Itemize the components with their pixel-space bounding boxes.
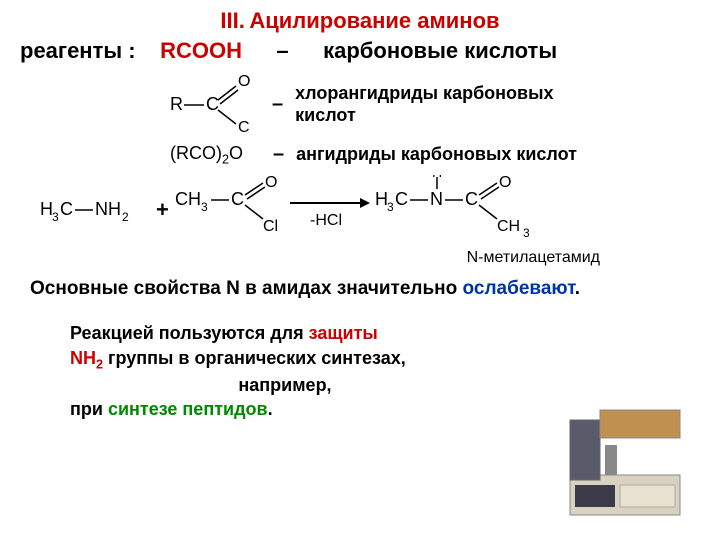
svg-text:O: O bbox=[238, 73, 250, 90]
protect-l1: Реакцией пользуются для защиты bbox=[70, 321, 500, 345]
anhydride-label: ангидриды карбоновых кислот bbox=[296, 144, 577, 166]
acid-chloride-l2: кислот bbox=[295, 105, 553, 127]
reagent-line: реагенты : RCOOH – карбоновые кислоты bbox=[20, 38, 700, 64]
acid-chloride-label: хлорангидриды карбоновых кислот bbox=[295, 83, 553, 126]
plus-sign: + bbox=[156, 197, 169, 223]
protect-block: Реакцией пользуются для защиты NH2 групп… bbox=[70, 321, 500, 421]
svg-text:C: C bbox=[206, 94, 219, 114]
instrument-svg bbox=[560, 400, 690, 520]
svg-text:R: R bbox=[170, 94, 183, 114]
title-line: III. Ацилирование аминов bbox=[20, 8, 700, 34]
svg-text:O: O bbox=[499, 175, 511, 191]
acid-chloride-svg: R C O C bbox=[160, 72, 260, 132]
svg-text:NH: NH bbox=[95, 199, 121, 219]
svg-text:O: O bbox=[265, 175, 277, 191]
svg-text:Cl: Cl bbox=[263, 218, 278, 235]
anhydride-formula: (RCO)2O bbox=[170, 143, 243, 167]
acid-chloride-structure: R C O C bbox=[160, 72, 260, 137]
dash-3: – bbox=[273, 143, 284, 166]
svg-text:C: C bbox=[465, 189, 478, 209]
minus-hcl: -HCl bbox=[310, 212, 342, 229]
instrument-image bbox=[560, 400, 690, 520]
acid-chloride-row: R C O C – хлорангидриды карбоновых кисло… bbox=[20, 72, 700, 137]
svg-text:CH: CH bbox=[497, 218, 520, 235]
reaction-row: H 3 C NH 2 + CH 3 C O Cl -HCl H 3 C N H … bbox=[40, 175, 700, 245]
reagent-dash: – bbox=[276, 38, 288, 63]
protect-l4: при синтезе пептидов. bbox=[70, 397, 500, 421]
protect-l3: например, bbox=[70, 373, 500, 397]
summary-line: Основные свойства N в амидах значительно… bbox=[30, 277, 690, 302]
acetyl-chloride-svg: CH 3 C O Cl bbox=[175, 175, 285, 245]
svg-text:3: 3 bbox=[201, 200, 208, 214]
product-name: N-метилацетамид bbox=[20, 249, 600, 267]
svg-text:3: 3 bbox=[523, 226, 530, 240]
reagent-desc: карбоновые кислоты bbox=[323, 38, 557, 63]
anhydride-row: (RCO)2O – ангидриды карбоновых кислот bbox=[20, 143, 700, 167]
title-text: Ацилирование аминов bbox=[249, 8, 499, 33]
summary-part1: Основные свойства N в амидах значительно bbox=[30, 278, 463, 299]
reagent-label: реагенты : bbox=[20, 38, 136, 63]
title-numeral: III. bbox=[220, 8, 244, 33]
dash-2: – bbox=[272, 93, 283, 116]
svg-text:CH: CH bbox=[175, 189, 201, 209]
svg-text:3: 3 bbox=[387, 200, 394, 214]
methylamine-svg: H 3 C NH 2 bbox=[40, 185, 150, 235]
svg-text:2: 2 bbox=[122, 210, 129, 224]
summary-blue: ослабевают bbox=[463, 278, 575, 299]
svg-text:H: H bbox=[432, 175, 442, 180]
svg-text:N: N bbox=[430, 189, 443, 209]
svg-text:C: C bbox=[231, 189, 244, 209]
reaction-arrow: -HCl bbox=[285, 185, 375, 235]
reagent-formula: RCOOH bbox=[160, 38, 242, 63]
svg-text:3: 3 bbox=[52, 210, 59, 224]
product-svg: H 3 C N H C O CH 3 bbox=[375, 175, 575, 245]
svg-text:C: C bbox=[395, 189, 408, 209]
acid-chloride-l1: хлорангидриды карбоновых bbox=[295, 83, 553, 105]
svg-text:C: C bbox=[238, 119, 250, 132]
svg-text:C: C bbox=[60, 199, 73, 219]
protect-l2: NH2 группы в органических синтезах, bbox=[70, 346, 500, 374]
